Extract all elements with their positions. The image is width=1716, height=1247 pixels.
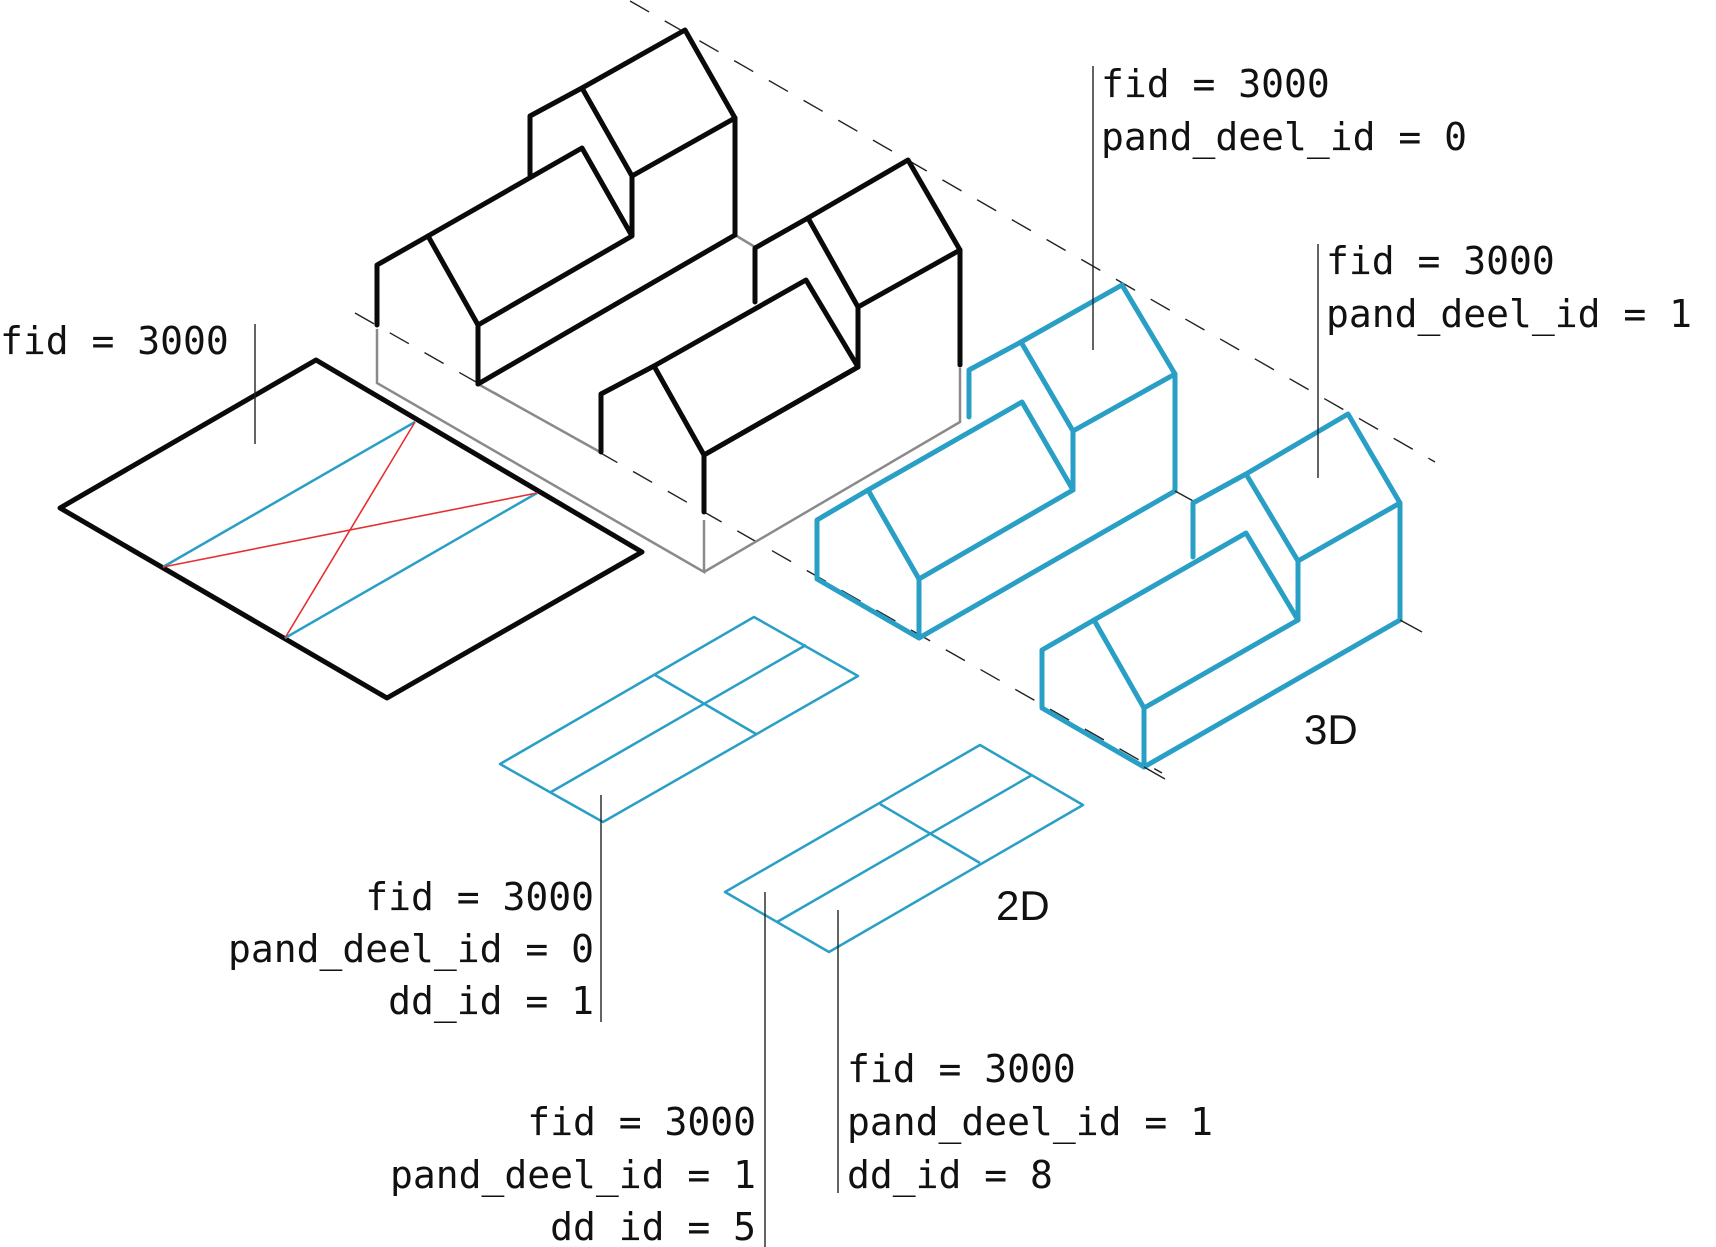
leader-lines (254, 66, 1319, 1247)
label-line: dd_id = 1 (388, 979, 594, 1024)
label-line: fid = 3000 (1326, 239, 1555, 283)
footprint-division-line-2 (284, 491, 538, 640)
label-line: pand_deel_id = 0 (228, 927, 594, 972)
label-line: pand_deel_id = 0 (1101, 115, 1467, 160)
label-line: fid = 3000 (365, 875, 594, 919)
label-solid-part-0: fid = 3000 pand_deel_id = 0 (1101, 62, 1467, 160)
label-line: pand_deel_id = 1 (390, 1153, 756, 1198)
dashed-guides (354, 0, 1436, 774)
building-3d-part-1 (1039, 411, 1423, 780)
building-3d-whole (374, 27, 963, 575)
label-line: fid = 3000 (1101, 62, 1330, 106)
label-solid-part-1: fid = 3000 pand_deel_id = 1 (1326, 239, 1692, 337)
label-flat-part-1-dd8: fid = 3000 pand_deel_id = 1 dd_id = 8 (847, 1047, 1213, 1198)
footprint-outline (57, 357, 645, 701)
label-line: pand_deel_id = 1 (847, 1100, 1213, 1145)
label-flat-part-0: fid = 3000 pand_deel_id = 0 dd_id = 1 (228, 875, 594, 1024)
label-line: dd_id = 8 (847, 1153, 1053, 1198)
section-label-2d: 2D (996, 882, 1050, 929)
building-3d-part-0 (814, 282, 1196, 641)
label-line: dd_id = 5 (550, 1205, 756, 1247)
label-line: fid = 3000 (847, 1047, 1076, 1091)
label-line: fid = 3000 (0, 319, 229, 363)
label-footprint: fid = 3000 (0, 319, 229, 363)
label-line: fid = 3000 (527, 1100, 756, 1144)
building-2d-part-1 (723, 743, 1085, 954)
building-2d-part-0 (498, 615, 860, 824)
label-flat-part-1-dd5: fid = 3000 pand_deel_id = 1 dd_id = 5 (390, 1100, 756, 1247)
footprint-division-line-1 (162, 420, 416, 569)
label-line: pand_deel_id = 1 (1326, 292, 1692, 337)
section-label-3d: 3D (1304, 706, 1358, 753)
footprint-diagonal-2 (284, 421, 416, 639)
